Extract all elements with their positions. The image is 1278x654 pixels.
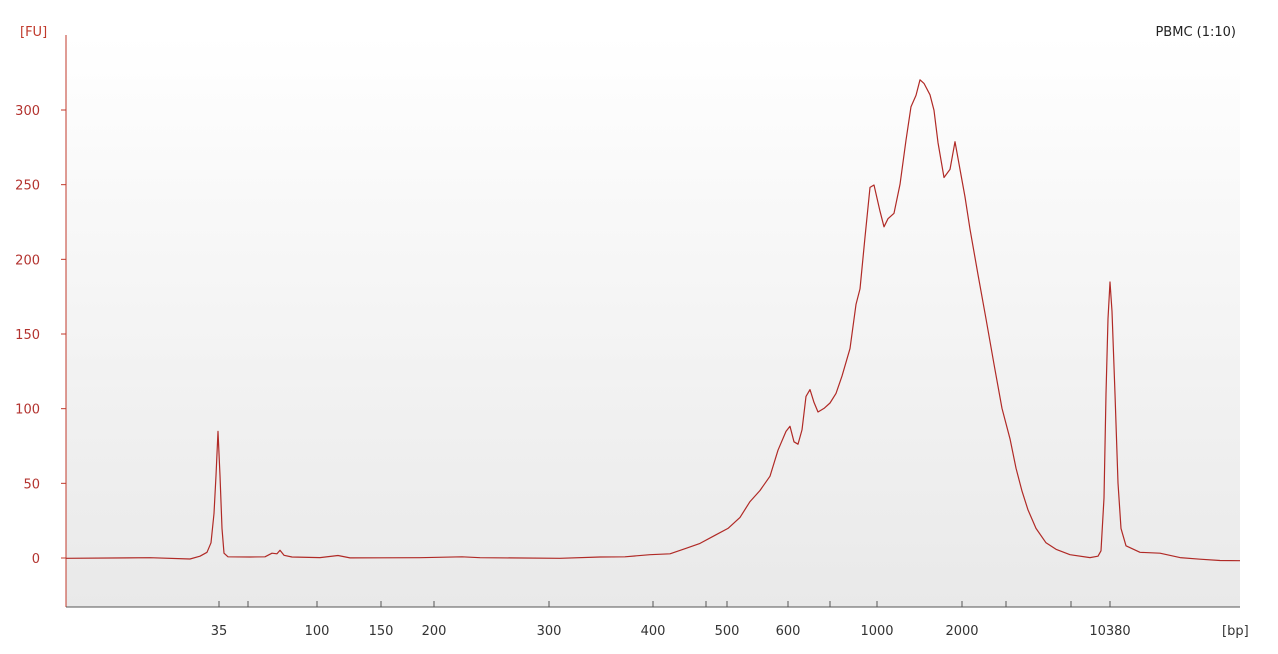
peak-point: [1109, 281, 1111, 283]
peak-point: [218, 430, 220, 432]
sample-title: PBMC (1:10): [1155, 25, 1236, 40]
x-tick-label: 500: [715, 624, 740, 639]
x-tick-label: 100: [305, 624, 330, 639]
peak-point: [961, 142, 963, 144]
plot-background: [66, 35, 1240, 607]
x-tick-label: 150: [369, 624, 394, 639]
y-axis-unit-label: [FU]: [20, 25, 47, 40]
x-tick-label: 10380: [1089, 624, 1130, 639]
x-tick-label: 300: [537, 624, 562, 639]
y-tick-label: 300: [15, 104, 40, 119]
x-tick-group: 35 100 150 200 300 400 500 600 1000 2000 10380: [211, 601, 1131, 639]
x-tick-label: 600: [776, 624, 801, 639]
y-tick-label: 150: [15, 328, 40, 343]
y-tick-label: 50: [23, 477, 40, 492]
trace-group: [65, 79, 1241, 562]
peak-point: [787, 426, 789, 428]
x-tick-label: 1000: [860, 624, 893, 639]
x-tick-label: 35: [211, 624, 228, 639]
y-tick-label: 250: [15, 179, 40, 194]
y-tick-group: 0 50 100 150 200 250 300: [15, 104, 66, 567]
x-axis-unit-label: [bp]: [1222, 624, 1249, 639]
x-tick-label: 2000: [945, 624, 978, 639]
peak-point: [876, 184, 878, 186]
y-tick-label: 0: [32, 552, 40, 567]
x-tick-label: 400: [641, 624, 666, 639]
x-tick-label: 200: [422, 624, 447, 639]
series-line: [65, 79, 1241, 562]
y-tick-label: 200: [15, 253, 40, 268]
y-tick-label: 100: [15, 403, 40, 418]
y-axis: 0 50 100 150 200 250 300 [FU]: [15, 25, 67, 607]
x-axis: 35 100 150 200 300 400 500 600 1000 2000 10380 [bp…: [66, 601, 1249, 639]
